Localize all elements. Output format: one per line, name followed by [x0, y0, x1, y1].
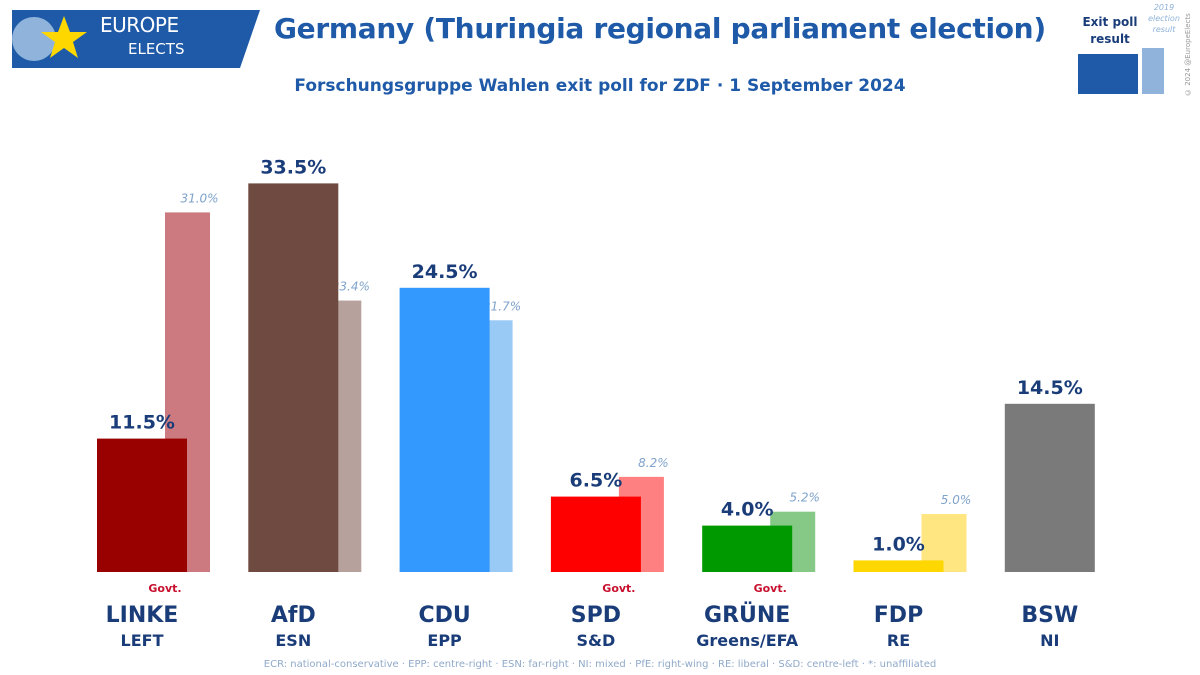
group-label-spd: S&D [577, 631, 616, 650]
bar-exit-poll-fdp [853, 560, 944, 572]
label-2019-spd: 8.2% [638, 456, 669, 470]
logo-text-elects: ELECTS [128, 40, 185, 58]
group-label-cdu: EPP [427, 631, 462, 650]
party-label-bsw: BSW [1021, 603, 1078, 628]
govt-label-spd: Govt. [602, 582, 635, 595]
bar-exit-poll-bsw [1004, 403, 1095, 572]
group-label-afd: ESN [275, 631, 311, 650]
label-exit-poll-afd: 33.5% [260, 156, 326, 178]
label-2019-afd: 23.4% [332, 280, 370, 294]
party-label-fdp: FDP [874, 603, 923, 628]
legend-swatches [1078, 48, 1164, 94]
bar-exit-poll-spd [550, 496, 641, 572]
label-exit-poll-bsw: 14.5% [1017, 377, 1083, 399]
bar-exit-poll-afd [248, 183, 339, 572]
group-label-gr-ne: Greens/EFA [696, 631, 799, 650]
logo-text-europe: EUROPE [100, 13, 179, 37]
label-2019-gr-ne: 5.2% [789, 491, 820, 505]
group-label-bsw: NI [1040, 631, 1059, 650]
footnote: ECR: national-conservative · EPP: centre… [263, 659, 937, 670]
label-exit-poll-cdu: 24.5% [412, 261, 478, 283]
party-label-linke: LINKE [106, 603, 179, 628]
group-label-linke: LEFT [121, 631, 164, 650]
bar-exit-poll-cdu [399, 287, 490, 572]
party-label-gr-ne: GRÜNE [704, 602, 790, 628]
page-title: Germany (Thuringia regional parliament e… [274, 12, 1046, 45]
group-label-fdp: RE [887, 631, 910, 650]
party-label-cdu: CDU [418, 603, 470, 628]
legend-exit-poll-label: Exit poll result [1082, 15, 1138, 46]
page-subtitle: Forschungsgruppe Wahlen exit poll for ZD… [294, 76, 906, 96]
label-exit-poll-fdp: 1.0% [872, 533, 925, 555]
legend-previous-label: 2019 election result [1148, 3, 1180, 34]
label-2019-fdp: 5.0% [941, 493, 972, 507]
govt-label-gr-ne: Govt. [754, 582, 787, 595]
europe-elects-logo [12, 10, 260, 68]
party-label-afd: AfD [271, 603, 316, 628]
label-exit-poll-gr-ne: 4.0% [721, 499, 774, 521]
label-exit-poll-spd: 6.5% [570, 470, 623, 492]
bar-exit-poll-linke [97, 438, 187, 572]
label-exit-poll-linke: 11.5% [109, 412, 175, 434]
label-2019-cdu: 21.7% [483, 299, 521, 313]
label-2019-linke: 31.0% [180, 191, 218, 205]
party-label-spd: SPD [571, 603, 621, 628]
bar-exit-poll-gr-ne [702, 525, 793, 572]
govt-label-linke: Govt. [148, 582, 181, 595]
